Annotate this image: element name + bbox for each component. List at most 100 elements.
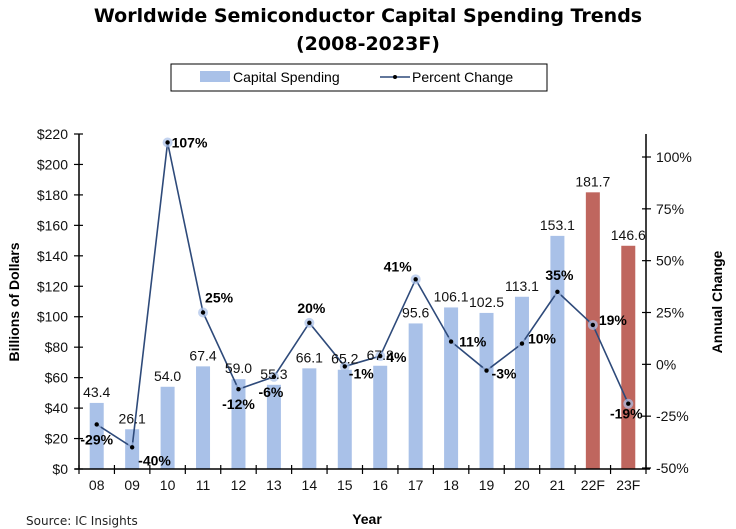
legend-marker-percent-change xyxy=(393,75,397,79)
percent-marker-11 xyxy=(200,310,206,315)
bar-label-12: 59.0 xyxy=(225,360,252,376)
x-tick-label: 21 xyxy=(550,477,566,493)
x-tick-label: 09 xyxy=(124,477,140,493)
bar-label-16: 67.8 xyxy=(367,347,394,363)
percent-marker-22F xyxy=(590,322,596,328)
bar-label-11: 67.4 xyxy=(189,347,216,363)
x-tick-label: 16 xyxy=(372,477,388,493)
bar-label-22F: 181.7 xyxy=(575,173,610,189)
x-tick-label: 17 xyxy=(408,477,424,493)
percent-marker-19 xyxy=(484,368,489,373)
y2-tick-label: 100% xyxy=(656,149,692,165)
bar-13 xyxy=(266,384,281,469)
legend-box xyxy=(170,63,548,92)
legend: Capital Spending Percent Change xyxy=(170,63,548,92)
y-tick-label: $80 xyxy=(45,339,69,355)
axes: $0 $20 $40 $60 $80 $100 $120 $140 $160 $180 $200 $2… xyxy=(37,126,692,493)
bar-11 xyxy=(196,366,211,469)
x-axis-title: Year xyxy=(352,511,382,527)
bar-17 xyxy=(408,323,423,469)
bar-label-15: 65.2 xyxy=(331,351,358,367)
percent-marker-10 xyxy=(165,140,170,145)
y-tick-label: $120 xyxy=(37,278,68,294)
percent-marker-18 xyxy=(448,339,454,344)
percent-marker-17 xyxy=(413,277,418,282)
chart-title: Worldwide Semiconductor Capital Spending… xyxy=(94,5,642,27)
x-tick-label: 20 xyxy=(514,477,530,493)
bar-label-08: 43.4 xyxy=(83,384,110,400)
y-tick-label: $20 xyxy=(45,431,69,447)
y2-axis-title: Annual Change xyxy=(709,250,725,353)
bar-12 xyxy=(231,379,246,469)
x-tick-label: 12 xyxy=(231,477,247,493)
y-tick-label: $40 xyxy=(45,400,69,416)
percent-marker-15 xyxy=(342,364,347,369)
bar-08 xyxy=(89,402,104,469)
x-tick-label: 14 xyxy=(302,477,318,493)
bar-18 xyxy=(444,307,459,469)
legend-label-percent-change: Percent Change xyxy=(412,69,513,85)
y2-tick-label: 75% xyxy=(656,201,684,217)
y2-tick-label: 50% xyxy=(656,253,684,269)
y-tick-label: $60 xyxy=(45,370,69,386)
y-tick-label: $200 xyxy=(37,156,68,172)
y-tick-label: $140 xyxy=(37,248,68,264)
percent-label-21: 35% xyxy=(545,267,574,283)
y2-tick-label: -50% xyxy=(656,460,689,476)
bar-label-18: 106.1 xyxy=(434,288,469,304)
bar-10 xyxy=(160,386,175,469)
bar-label-14: 66.1 xyxy=(296,349,323,365)
percent-marker-12 xyxy=(236,387,241,392)
bar-label-23F: 146.6 xyxy=(611,227,646,243)
bar-label-17: 95.6 xyxy=(402,304,429,320)
data-labels: 43.4 26.1 54.0 67.4 59.0 55.3 66.1 65.2 67.8 95.6… xyxy=(80,134,646,468)
percent-marker-14 xyxy=(307,320,312,326)
legend-swatch-capital-spending xyxy=(200,71,230,82)
y2-tick-label: 25% xyxy=(656,305,684,321)
y-tick-label: $220 xyxy=(37,126,68,142)
bar-15 xyxy=(337,369,352,469)
source-note: Source: IC Insights xyxy=(26,514,138,528)
x-tick-label: 08 xyxy=(89,477,105,493)
percent-label-20: 10% xyxy=(528,331,557,347)
percent-label-17: 41% xyxy=(384,258,413,274)
bar-19 xyxy=(479,312,494,469)
bar-20 xyxy=(514,296,529,469)
y-axis-title: Billions of Dollars xyxy=(6,242,22,361)
percent-label-08: -29% xyxy=(80,431,113,447)
percent-label-09: -40% xyxy=(138,452,171,468)
percent-label-11: 25% xyxy=(205,290,234,306)
bar-23F xyxy=(621,245,636,469)
bar-label-19: 102.5 xyxy=(469,294,504,310)
percent-label-18: 11% xyxy=(459,334,487,350)
percent-label-16: 4% xyxy=(386,349,407,365)
bar-22F xyxy=(585,192,600,470)
bar-14 xyxy=(302,368,317,469)
bar-label-21: 153.1 xyxy=(540,217,575,233)
x-tick-label: 15 xyxy=(337,477,353,493)
legend-label-capital-spending: Capital Spending xyxy=(233,69,340,85)
percent-marker-13 xyxy=(271,374,277,379)
bar-label-09: 26.1 xyxy=(119,410,146,426)
chart-subtitle: (2008-2023F) xyxy=(296,33,440,55)
percent-label-19: -3% xyxy=(492,366,517,382)
percent-label-14: 20% xyxy=(297,300,326,316)
y2-tick-label: -25% xyxy=(656,408,689,424)
percent-marker-09 xyxy=(129,445,135,450)
percent-marker-16 xyxy=(378,353,383,359)
x-tick-label: 23F xyxy=(616,477,640,493)
percent-marker-23F xyxy=(626,401,631,406)
bar-label-13: 55.3 xyxy=(260,366,287,382)
percent-change-polyline xyxy=(96,142,630,449)
x-tick-label: 18 xyxy=(443,477,459,493)
bar-label-10: 54.0 xyxy=(154,368,181,384)
percent-marker-21 xyxy=(555,289,560,294)
y-tick-label: $100 xyxy=(37,309,68,325)
x-tick-label: 10 xyxy=(160,477,176,493)
percent-label-13: -6% xyxy=(258,384,283,400)
x-tick-label: 22F xyxy=(581,477,605,493)
y-tick-label: $0 xyxy=(52,461,68,477)
percent-marker-20 xyxy=(519,341,525,346)
percent-label-10: 107% xyxy=(172,134,208,150)
